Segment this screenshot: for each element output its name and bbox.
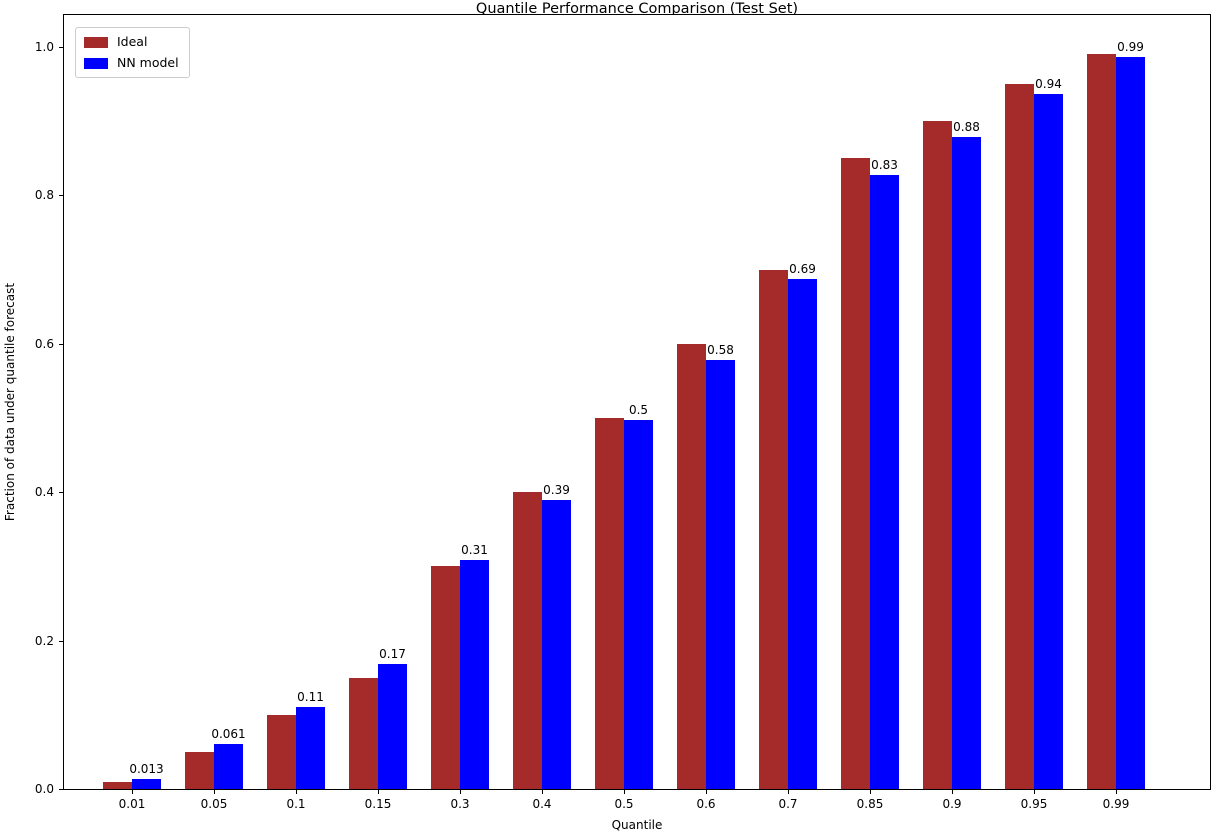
y-tick-label: 0.4 [34,485,54,500]
x-tick-label: 0.9 [942,797,962,811]
x-tick-mark [788,790,789,794]
y-tick-mark [59,789,63,790]
x-tick-mark [1116,790,1117,794]
chart-title: Quantile Performance Comparison (Test Se… [475,1,799,17]
x-tick-mark [1034,790,1035,794]
bar-nn-model [624,420,653,789]
x-tick-mark [706,790,707,794]
bar-value-label: 0.11 [297,690,324,704]
legend-item-ideal: Ideal [84,35,179,49]
x-tick-label: 0.85 [856,797,884,811]
y-tick-mark [59,492,63,494]
bar-ideal [185,752,214,789]
legend-item-nn-model: NN model [84,56,179,70]
y-tick-label: 0.0 [34,782,54,796]
bar-ideal [513,492,542,789]
x-tick-label: 0.95 [1020,797,1048,811]
bar-nn-model [296,707,325,789]
y-tick-mark [59,640,63,642]
bar-value-label: 0.94 [1035,77,1062,91]
bar-value-label: 0.5 [628,403,649,417]
bar-value-label: 0.83 [871,158,898,172]
y-tick-mark [59,343,63,345]
bar-nn-model [460,560,489,789]
bar-value-label: 0.39 [543,483,570,497]
x-tick-mark [214,790,215,794]
bar-value-label: 0.99 [1117,40,1144,54]
legend-label-nn-model: NN model [117,55,179,70]
bar-ideal [1087,54,1116,789]
bar-nn-model [378,664,407,789]
bar-ideal [677,344,706,789]
bar-nn-model [542,500,571,789]
x-tick-mark [952,790,953,794]
bar-value-label: 0.061 [211,727,246,741]
bars-container: 0.013 0.061 0.11 0.17 0.31 0.39 0.5 0.58 0.69 0.8… [64,15,1210,789]
x-tick-mark [296,790,297,794]
bar-nn-model [1116,57,1145,789]
bar-value-label: 0.58 [707,343,734,357]
x-tick-mark [870,790,871,794]
bar-nn-model [870,175,899,789]
x-tick-mark [460,790,461,794]
bar-ideal [431,566,460,789]
x-tick-label: 0.6 [696,797,716,811]
bar-nn-model [1034,94,1063,789]
legend-swatch-nn-model [84,57,108,69]
bar-nn-model [132,779,161,789]
bar-nn-model [214,744,243,789]
x-tick-label: 0.3 [450,797,470,811]
bar-nn-model [952,137,981,789]
bar-value-label: 0.17 [379,647,406,661]
bar-ideal [1005,84,1034,789]
x-tick-label: 0.15 [364,797,392,811]
x-tick-label: 0.1 [286,797,306,811]
bar-ideal [841,158,870,789]
y-tick-label: 0.8 [34,188,54,203]
bar-ideal [267,715,296,789]
x-tick-mark [132,790,133,794]
x-tick-label: 0.5 [614,797,634,811]
bar-ideal [923,121,952,789]
x-tick-mark [542,790,543,794]
bar-nn-model [706,360,735,789]
x-tick-label: 0.7 [778,797,798,811]
x-tick-mark [378,790,379,794]
plot-area: 0.013 0.061 0.11 0.17 0.31 0.39 0.5 0.58 0.69 0.8… [63,14,1211,790]
bar-value-label: 0.88 [953,120,980,134]
y-tick-label: 0.2 [34,633,54,648]
x-tick-label: 0.4 [532,797,552,811]
legend-label-ideal: Ideal [117,34,148,49]
legend: Ideal NN model [75,27,190,78]
x-tick-label: 0.99 [1102,797,1130,811]
bar-ideal [595,418,624,789]
bar-ideal [103,782,132,789]
y-tick-label: 0.6 [34,336,54,351]
legend-swatch-ideal [84,36,108,48]
bar-value-label: 0.013 [129,762,164,776]
y-tick-label: 1.0 [34,40,54,54]
x-axis-label: Quantile [611,818,663,832]
bar-nn-model [788,279,817,789]
y-tick-mark [59,195,63,197]
bar-value-label: 0.69 [789,262,816,276]
bar-ideal [349,678,378,789]
x-tick-label: 0.01 [118,797,146,811]
x-tick-mark [624,790,625,794]
bar-ideal [759,270,788,789]
y-tick-mark [59,47,63,48]
bar-value-label: 0.31 [461,543,488,557]
x-tick-label: 0.05 [200,797,228,811]
